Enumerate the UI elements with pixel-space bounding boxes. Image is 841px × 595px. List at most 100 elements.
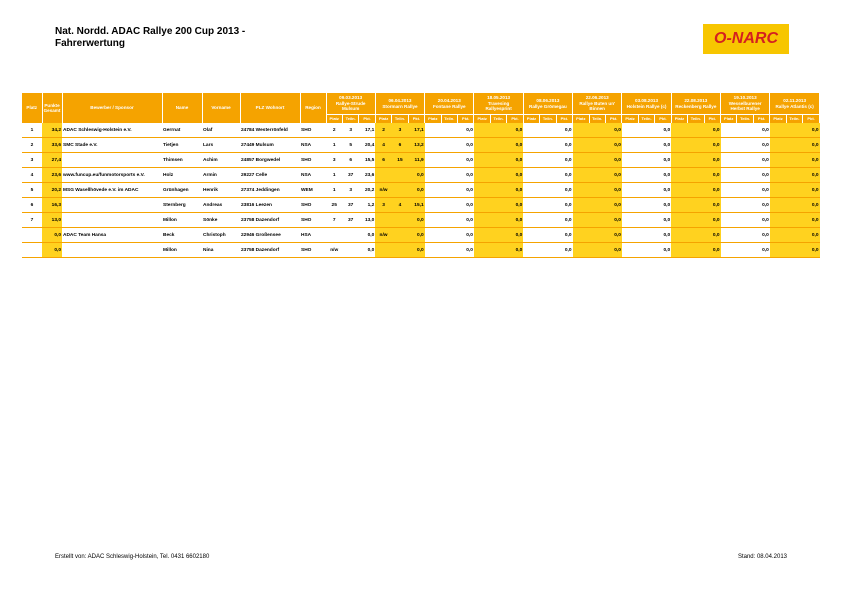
- event-date: 19.10.2013: [733, 95, 757, 101]
- cell-region: SHO: [300, 123, 326, 138]
- event-cell: 0,0: [605, 227, 622, 243]
- event-cell: 0,0: [457, 242, 474, 258]
- event-cell: [539, 227, 557, 243]
- cell-sponsor: [62, 242, 162, 258]
- event-cell: [441, 167, 458, 183]
- cell-sponsor: [62, 152, 162, 168]
- event-name: Fontane Rallye: [432, 103, 466, 109]
- cell-punkte: 34,2: [42, 123, 62, 138]
- subcolumn-header: Teiln.: [441, 114, 459, 123]
- event-cell: 0,0: [408, 227, 425, 243]
- subcolumn-header: Platz: [326, 114, 343, 123]
- event-cell: 20,4: [358, 137, 376, 153]
- event-cell: 0,0: [408, 212, 425, 228]
- event-cell: 4: [391, 197, 409, 213]
- event-cell: 0,0: [506, 167, 524, 183]
- event-cell: [490, 212, 507, 228]
- subcolumn-header: Pkt.: [408, 114, 426, 123]
- cell-wohnort: 24784 Westerrönfeld: [240, 123, 300, 138]
- event-cell: 0,0: [506, 212, 524, 228]
- table-row: 4 23,6 www.funcup.eu/funmotorsports e.V. Ho…: [22, 167, 820, 183]
- event-cell: 0,0: [753, 227, 770, 243]
- event-name: Reckenberg Rallye: [675, 103, 717, 109]
- event-cell: n/w: [326, 242, 343, 258]
- event-cell: [687, 167, 705, 183]
- event-cell: 0,0: [654, 212, 672, 228]
- event-cell: [424, 242, 442, 258]
- event-cell: [769, 182, 787, 198]
- event-cell: 0,0: [457, 197, 474, 213]
- event-cell: 15: [391, 152, 409, 168]
- table-row: 5 20,2 MSG Wasellhövede e.V. im ADAC Grünha…: [22, 182, 820, 198]
- cell-wohnort: 29227 Celle: [240, 167, 300, 183]
- event-cell: 0,0: [802, 227, 820, 243]
- cell-sponsor: [62, 212, 162, 228]
- event-cell: 0,0: [654, 197, 672, 213]
- cell-wohnort: 24857 Borgwedel: [240, 152, 300, 168]
- event-cell: 0,0: [704, 137, 721, 153]
- event-cell: 0,0: [408, 242, 425, 258]
- subcolumn-header: Platz: [424, 114, 442, 123]
- event-cell: 25: [326, 197, 343, 213]
- column-header: Punkte Gesamt: [42, 93, 63, 123]
- column-header: Name: [162, 93, 203, 123]
- cell-vorname: Sönke: [202, 212, 240, 228]
- event-cell: [671, 182, 688, 198]
- event-cell: 0,0: [457, 167, 474, 183]
- event-cell: [375, 167, 392, 183]
- event-cell: 0,0: [753, 137, 770, 153]
- event-header: 06.04.2013 Stormarn Rallye: [375, 93, 426, 115]
- cell-name: Tietjen: [162, 137, 202, 153]
- event-cell: [490, 152, 507, 168]
- event-cell: [786, 212, 803, 228]
- event-cell: [473, 227, 491, 243]
- event-cell: [720, 242, 737, 258]
- column-header: Region: [300, 93, 327, 123]
- subcolumn-header: Teiln.: [589, 114, 606, 123]
- event-cell: 0,0: [802, 123, 820, 138]
- event-cell: 17,1: [358, 123, 376, 138]
- event-cell: 3: [326, 152, 343, 168]
- event-cell: 0,0: [605, 182, 622, 198]
- event-cell: [638, 197, 655, 213]
- event-cell: 0,0: [753, 182, 770, 198]
- event-cell: [589, 167, 606, 183]
- cell-region: NSA: [300, 137, 326, 153]
- table-row: 0,0 Millon Nina 23758 Dazendorf SHO n/w 0,0 0,0…: [22, 242, 820, 258]
- event-cell: [687, 242, 705, 258]
- event-cell: 0,0: [506, 152, 524, 168]
- event-cell: 6: [342, 152, 359, 168]
- event-cell: [473, 137, 491, 153]
- event-cell: 0,0: [506, 227, 524, 243]
- column-header: Vorname: [202, 93, 241, 123]
- event-cell: [539, 197, 557, 213]
- event-header: 22.06.2013 Rallye Buten un' Binnen: [572, 93, 623, 115]
- subcolumn-header: Platz: [375, 114, 393, 123]
- event-cell: [769, 197, 787, 213]
- event-cell: [638, 242, 655, 258]
- cell-name: Thimsen: [162, 152, 202, 168]
- event-cell: [589, 137, 606, 153]
- event-cell: [572, 182, 589, 198]
- cell-wohnort: 27449 Mulsum: [240, 137, 300, 153]
- event-cell: 0,0: [605, 212, 622, 228]
- cell-platz: 6: [22, 197, 42, 213]
- event-cell: [687, 182, 705, 198]
- event-name: Rallye Grömegau: [529, 103, 567, 109]
- event-cell: 0,0: [654, 182, 672, 198]
- event-cell: [441, 212, 458, 228]
- event-cell: [523, 167, 540, 183]
- event-header: 03.08.2013 Holstein Rallye (c): [621, 93, 672, 115]
- event-cell: [589, 212, 606, 228]
- event-cell: 0,0: [704, 242, 721, 258]
- event-cell: [671, 197, 688, 213]
- event-cell: [671, 123, 688, 138]
- event-cell: 0,0: [556, 167, 573, 183]
- event-cell: 0,0: [556, 152, 573, 168]
- event-cell: 0,0: [654, 227, 672, 243]
- event-cell: 0,0: [556, 123, 573, 138]
- event-cell: [736, 137, 754, 153]
- event-cell: 2: [375, 123, 392, 138]
- event-cell: 0,0: [556, 182, 573, 198]
